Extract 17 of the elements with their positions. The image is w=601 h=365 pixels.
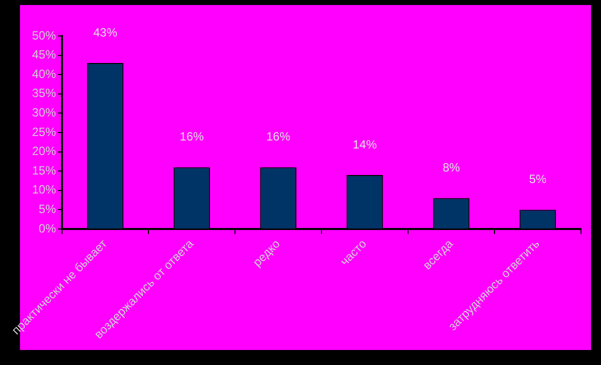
- y-tick-label: 25%: [32, 124, 56, 139]
- y-tick-label: 10%: [32, 182, 56, 197]
- data-label: 14%: [352, 137, 378, 152]
- y-tick-label: 45%: [32, 48, 56, 62]
- y-tick-label: 20%: [32, 144, 56, 158]
- y-tick-label: 30%: [32, 106, 56, 120]
- data-label: 16%: [266, 130, 291, 144]
- y-tick-label: 50%: [32, 28, 56, 42]
- data-label: 5%: [529, 172, 547, 186]
- data-label: 43%: [93, 25, 118, 40]
- y-tick-label: 40%: [32, 66, 56, 81]
- y-tick-label: 0%: [38, 221, 56, 236]
- data-label: 16%: [180, 130, 204, 144]
- y-tick-label: 35%: [32, 86, 56, 100]
- data-label: 8%: [442, 160, 460, 174]
- y-tick-label: 15%: [32, 163, 56, 178]
- y-tick-label: 5%: [38, 202, 56, 216]
